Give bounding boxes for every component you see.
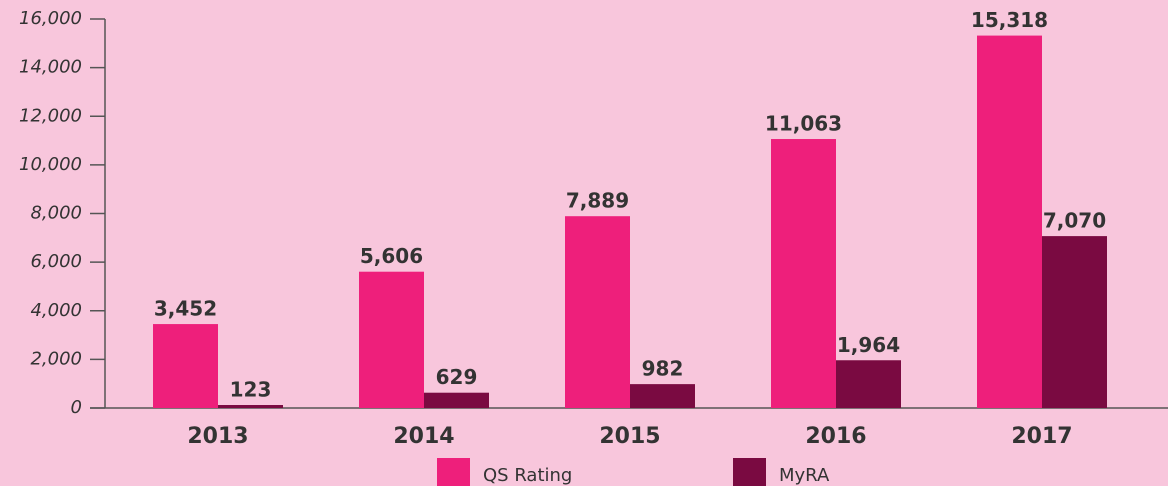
- value-label: 11,063: [765, 112, 842, 136]
- bar: [836, 360, 901, 408]
- y-tick-label: 14,000: [19, 57, 82, 78]
- legend-label: MyRA: [779, 465, 830, 486]
- legend-label: QS Rating: [483, 465, 572, 486]
- value-label: 629: [436, 365, 478, 389]
- x-tick-label: 2013: [187, 424, 248, 449]
- legend-swatch: [733, 458, 766, 486]
- bar: [977, 35, 1042, 409]
- x-tick-label: 2014: [393, 424, 454, 449]
- x-tick-label: 2017: [1011, 424, 1072, 449]
- y-tick-label: 2,000: [30, 348, 82, 369]
- y-tick-label: 6,000: [30, 251, 82, 272]
- value-label: 982: [642, 357, 684, 381]
- x-tick-label: 2015: [599, 424, 660, 449]
- bar: [153, 324, 218, 408]
- y-tick-label: 4,000: [30, 300, 82, 321]
- value-label: 1,964: [837, 333, 900, 357]
- bar: [565, 216, 630, 408]
- value-label: 5,606: [360, 244, 423, 268]
- bar: [359, 271, 424, 408]
- bar: [218, 405, 283, 408]
- y-tick-label: 8,000: [30, 203, 82, 224]
- value-label: 15,318: [971, 8, 1048, 32]
- value-label: 3,452: [154, 297, 217, 321]
- y-tick-label: 10,000: [19, 154, 82, 175]
- y-tick-label: 16,000: [19, 8, 82, 29]
- value-label: 7,889: [566, 189, 629, 213]
- bar: [1042, 236, 1107, 408]
- bar: [771, 139, 836, 408]
- y-tick-label: 12,000: [19, 105, 82, 126]
- legend-swatch: [437, 458, 470, 486]
- value-label: 123: [230, 378, 272, 402]
- bar: [630, 384, 695, 408]
- y-tick-label: 0: [71, 397, 82, 418]
- x-tick-label: 2016: [805, 424, 866, 449]
- value-label: 7,070: [1043, 209, 1106, 233]
- bar: [424, 392, 489, 408]
